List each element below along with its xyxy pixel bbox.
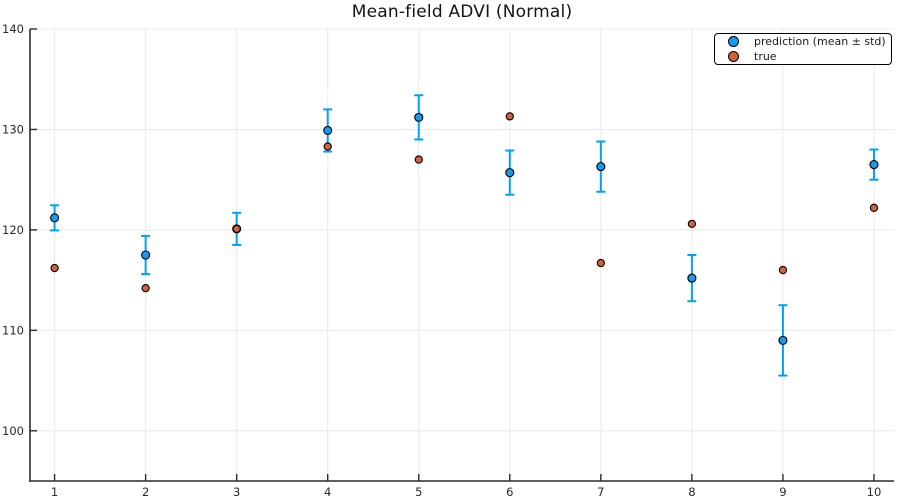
prediction-point — [414, 112, 424, 122]
y-tick-label: 130 — [2, 122, 24, 136]
x-tick-label: 3 — [233, 485, 240, 499]
prediction-point — [778, 335, 788, 345]
y-tick-label: 110 — [2, 323, 24, 337]
x-tick-label: 1 — [51, 485, 58, 499]
x-tick-label: 6 — [506, 485, 513, 499]
legend-item-true: true — [715, 49, 891, 64]
prediction-point — [869, 160, 879, 170]
prediction-point — [50, 213, 60, 223]
x-tick-label: 7 — [597, 485, 604, 499]
true-point — [687, 219, 697, 229]
x-tick-label: 8 — [688, 485, 695, 499]
true-point — [414, 155, 423, 164]
x-tick-label: 2 — [142, 485, 149, 499]
prediction-point — [596, 162, 606, 172]
legend-item-prediction: prediction (mean ± std) — [715, 34, 891, 49]
prediction-legend-marker-icon — [728, 36, 739, 47]
x-tick-label: 9 — [779, 485, 786, 499]
x-tick-label: 5 — [415, 485, 422, 499]
axes: 100 110 120 130 140 1 2 3 4 5 6 7 8 9 10 — [2, 22, 894, 499]
legend-label-prediction: prediction (mean ± std) — [754, 35, 886, 48]
chart-title: Mean-field ADVI (Normal) — [351, 2, 573, 22]
prediction-point — [505, 168, 515, 178]
true-point — [50, 263, 59, 273]
true-point — [323, 142, 332, 151]
y-tick-label: 120 — [2, 223, 24, 237]
y-tick-label: 140 — [2, 22, 24, 36]
true-point — [778, 265, 788, 275]
prediction-series — [50, 94, 879, 377]
true-legend-marker-icon — [728, 51, 739, 62]
true-point — [869, 203, 879, 212]
true-point — [596, 258, 605, 268]
gridlines — [30, 28, 894, 481]
true-series — [50, 112, 879, 293]
prediction-point — [323, 125, 333, 135]
legend-label-true: true — [754, 50, 777, 63]
true-point — [505, 112, 514, 121]
legend: prediction (mean ± std) true — [714, 33, 892, 65]
y-tick-label: 100 — [2, 424, 24, 438]
prediction-point — [141, 250, 151, 260]
true-point — [232, 224, 241, 234]
prediction-point — [687, 273, 697, 283]
true-point — [141, 283, 150, 293]
x-tick-label: 10 — [867, 485, 882, 499]
x-tick-label: 4 — [324, 485, 331, 499]
